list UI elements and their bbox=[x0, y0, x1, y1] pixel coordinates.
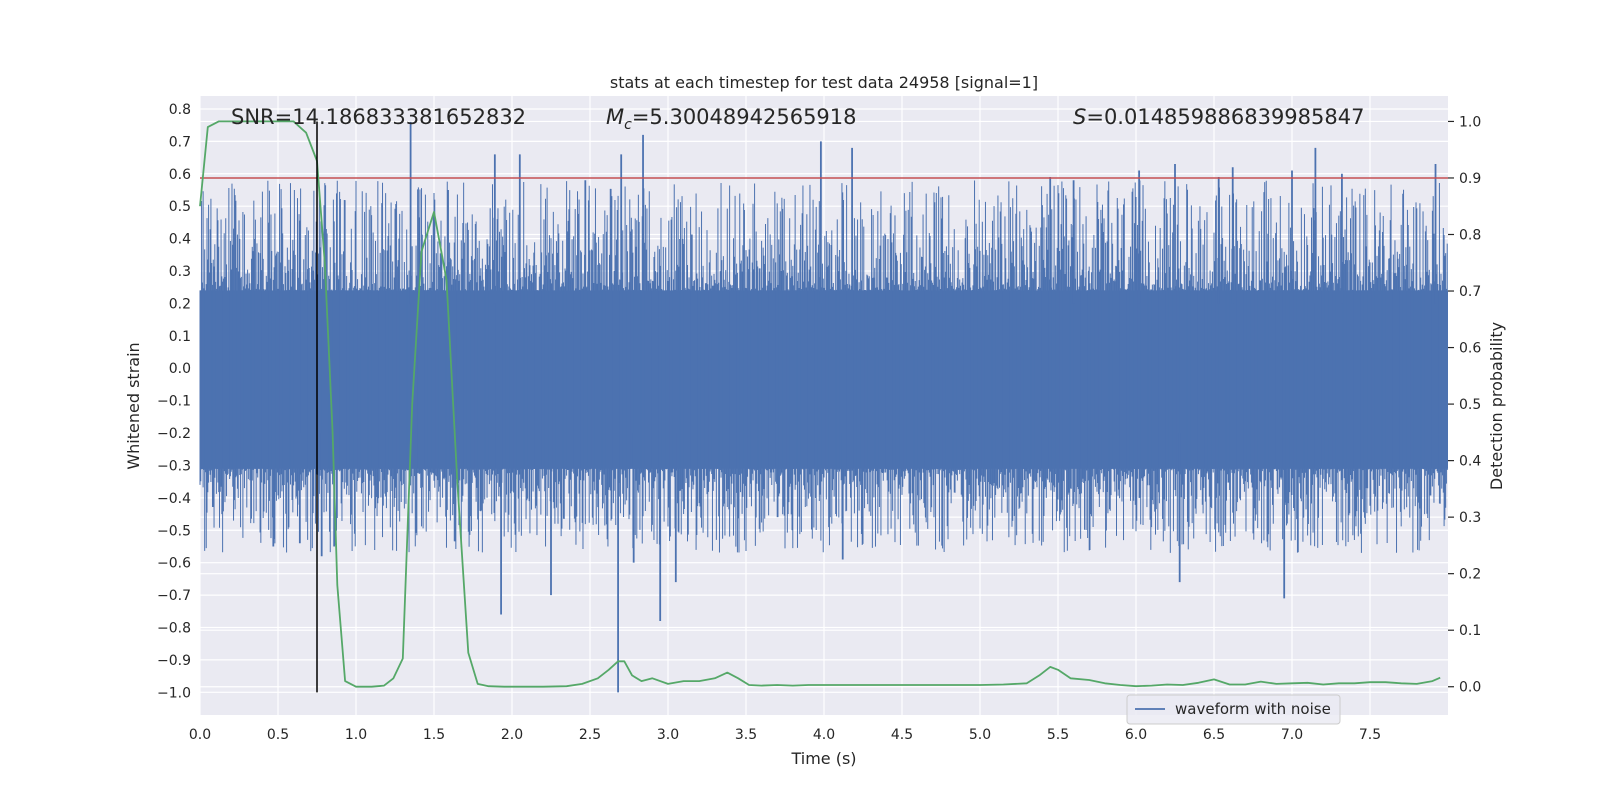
y-axis-left-ticks: 0.8 0.7 0.6 0.5 0.4 0.3 0.2 0.1 0.0 −0.1 −0.2 −0.3 −… bbox=[157, 102, 191, 701]
chirp-mass-annotation: Mc=5.30048942565918 bbox=[606, 105, 857, 133]
y-left-tick-label: 0.7 bbox=[169, 134, 191, 150]
x-tick-label: 2.5 bbox=[579, 727, 601, 743]
s-value: =0.014859886839985847 bbox=[1086, 105, 1364, 129]
y-left-tick-label: 0.3 bbox=[169, 264, 191, 280]
chirp-mass-symbol: M bbox=[606, 105, 624, 129]
y-left-tick-label: −0.2 bbox=[157, 426, 191, 442]
legend-label: waveform with noise bbox=[1175, 700, 1331, 718]
x-tick-label: 4.0 bbox=[813, 727, 835, 743]
x-tick-label: 5.5 bbox=[1047, 727, 1069, 743]
legend-box bbox=[1126, 694, 1341, 725]
x-tick-label: 5.0 bbox=[969, 727, 991, 743]
y-left-tick-label: 0.8 bbox=[169, 102, 191, 118]
y-right-tick-label: 1.0 bbox=[1459, 114, 1481, 130]
s-annotation: S=0.014859886839985847 bbox=[1073, 105, 1364, 129]
s-symbol: S bbox=[1073, 105, 1086, 129]
y-left-tick-label: 0.4 bbox=[169, 232, 191, 248]
x-tick-label: 7.0 bbox=[1281, 727, 1303, 743]
x-tick-label: 1.5 bbox=[423, 727, 445, 743]
x-tick-label: 1.0 bbox=[345, 727, 367, 743]
y-left-tick-label: −0.5 bbox=[157, 523, 191, 539]
x-tick-label: 4.5 bbox=[891, 727, 913, 743]
x-tick-label: 0.5 bbox=[267, 727, 289, 743]
waveform-series bbox=[199, 121, 1448, 693]
chart-title: stats at each timestep for test data 249… bbox=[610, 73, 1038, 92]
y-right-tick-label: 0.1 bbox=[1459, 623, 1481, 639]
x-tick-label: 6.5 bbox=[1203, 727, 1225, 743]
y-left-tick-label: 0.5 bbox=[169, 199, 191, 215]
x-tick-label: 0.0 bbox=[189, 727, 211, 743]
y-left-tick-label: 0.6 bbox=[169, 167, 191, 183]
plot-area bbox=[199, 96, 1448, 715]
y-left-tick-label: −0.1 bbox=[157, 394, 191, 410]
y-left-tick-label: −0.8 bbox=[157, 620, 191, 636]
y-left-tick-label: −0.6 bbox=[157, 556, 191, 572]
detection-probability-line bbox=[199, 120, 1441, 688]
y-right-tick-label: 0.2 bbox=[1459, 567, 1481, 583]
y-axis-left-label: Whitened strain bbox=[124, 342, 143, 469]
y-left-tick-label: −0.3 bbox=[157, 458, 191, 474]
x-tick-label: 2.0 bbox=[501, 727, 523, 743]
y-left-tick-label: 0.0 bbox=[169, 361, 191, 377]
chirp-mass-value: =5.30048942565918 bbox=[632, 105, 857, 129]
y-right-tick-label: 0.5 bbox=[1459, 397, 1481, 413]
y-axis-right-label: Detection probability bbox=[1487, 322, 1506, 490]
y-left-tick-label: −0.4 bbox=[157, 491, 191, 507]
x-axis-label: Time (s) bbox=[790, 749, 856, 768]
snr-annotation: SNR=14.186833381652832 bbox=[231, 105, 526, 129]
legend: waveform with noise bbox=[1126, 694, 1341, 725]
y-right-tick-label: 0.4 bbox=[1459, 454, 1481, 470]
y-right-tick-label: 0.8 bbox=[1459, 227, 1481, 243]
x-axis-ticks: 0.0 0.5 1.0 1.5 2.0 2.5 3.0 3.5 4.0 4.5 5.0 5.5 6.0 6… bbox=[189, 727, 1381, 743]
chirp-mass-subscript: c bbox=[624, 117, 632, 133]
y-left-tick-label: 0.2 bbox=[169, 296, 191, 312]
y-left-tick-label: −1.0 bbox=[157, 685, 191, 701]
x-tick-label: 6.0 bbox=[1125, 727, 1147, 743]
detection-probability-series bbox=[199, 120, 1441, 688]
y-axis-right-ticks: 1.0 0.9 0.8 0.7 0.6 0.5 0.4 0.3 0.2 0.1 0.0 bbox=[1448, 114, 1481, 696]
y-right-tick-label: 0.3 bbox=[1459, 510, 1481, 526]
x-tick-label: 7.5 bbox=[1359, 727, 1381, 743]
y-left-tick-label: −0.9 bbox=[157, 653, 191, 669]
y-right-tick-label: 0.9 bbox=[1459, 171, 1481, 187]
y-left-tick-label: 0.1 bbox=[169, 329, 191, 345]
x-tick-label: 3.0 bbox=[657, 727, 679, 743]
y-right-tick-label: 0.6 bbox=[1459, 341, 1481, 357]
x-tick-label: 3.5 bbox=[735, 727, 757, 743]
y-right-tick-label: 0.7 bbox=[1459, 284, 1481, 300]
y-right-tick-label: 0.0 bbox=[1459, 680, 1481, 696]
y-left-tick-label: −0.7 bbox=[157, 588, 191, 604]
